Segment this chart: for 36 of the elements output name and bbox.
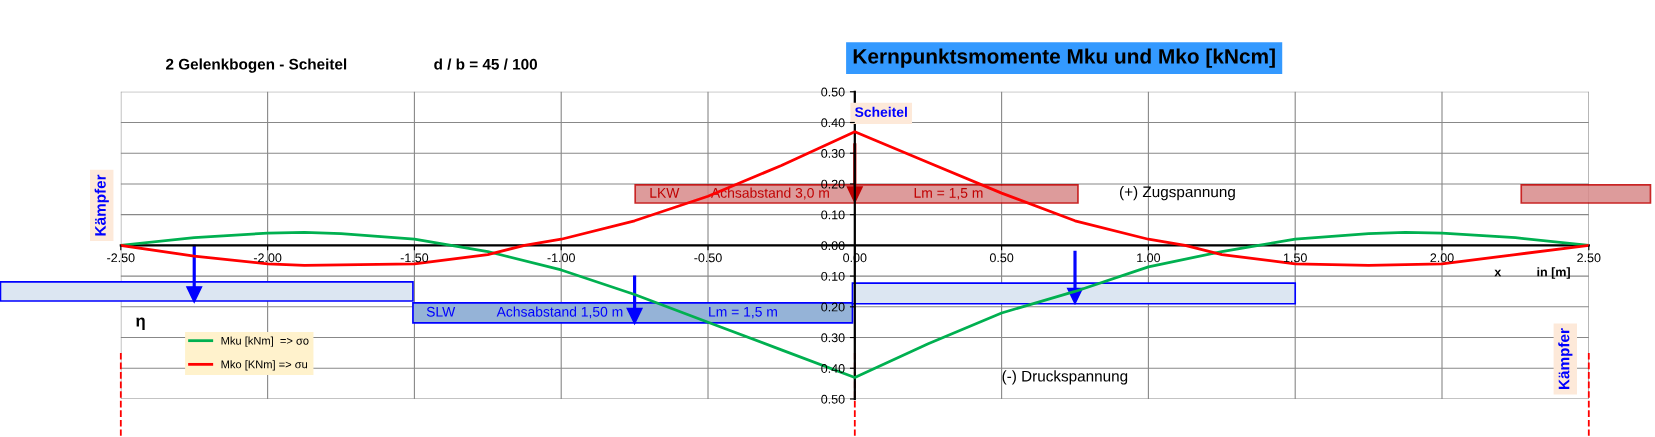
annotation: Lm = 1,5 m bbox=[709, 307, 777, 319]
annotation: η bbox=[136, 317, 145, 330]
annotation: Achsabstand 1,50 m bbox=[496, 306, 623, 319]
y-tick-label: 0.50 bbox=[821, 87, 845, 97]
text: Kämpfer bbox=[94, 174, 109, 236]
y-tick-label: 0.30 bbox=[821, 149, 845, 158]
x-tick-label: -0.50 bbox=[694, 253, 722, 263]
x-tick-label: 0.50 bbox=[989, 253, 1014, 263]
x-tick-label: 1.00 bbox=[1137, 253, 1161, 263]
x-tick-label: 2.00 bbox=[1430, 253, 1454, 263]
x-tick-label: -2.00 bbox=[253, 253, 282, 263]
y-tick-label: 0.50 bbox=[821, 394, 845, 404]
y-tick-label: 0.30 bbox=[821, 333, 845, 343]
y-tick-label: 0.20 bbox=[821, 302, 845, 312]
y-tick-label: 0.40 bbox=[821, 118, 845, 128]
annotation: SLW bbox=[426, 306, 456, 317]
annotation: x bbox=[1494, 269, 1502, 277]
annotation: Scheitel bbox=[855, 106, 907, 117]
annotation: Lm = 1,5 m bbox=[914, 188, 983, 200]
annotation: (-) Druckspannung bbox=[1002, 370, 1128, 385]
annotation: (+) Zugspannung bbox=[1119, 186, 1235, 201]
annotation: Kämpfer bbox=[1558, 328, 1573, 390]
x-tick-label: 1.50 bbox=[1283, 253, 1307, 263]
x-tick-label: 2.50 bbox=[1577, 253, 1601, 263]
text: d / b = 45 / 100 bbox=[434, 58, 538, 70]
chart-subtitle: 2 Gelenkbogen - Scheitel bbox=[166, 58, 347, 73]
annotation: LKW bbox=[650, 188, 680, 198]
x-tick-label: -1.50 bbox=[400, 253, 429, 263]
x-axis-title: in [m] bbox=[1537, 267, 1570, 279]
chart-title: Kernpunktsmomente Mku und Mko [kNcm] bbox=[853, 48, 1275, 68]
y-tick-label: 0.10 bbox=[821, 210, 845, 220]
legend-label: Mko [KNm] => σu bbox=[221, 360, 308, 371]
x-tick-label: -2.50 bbox=[107, 253, 135, 263]
y-tick-label: 0.10 bbox=[821, 271, 845, 281]
x-tick-label: -1.00 bbox=[547, 253, 575, 263]
legend-label: Mku [kNm] => σo bbox=[221, 336, 309, 347]
